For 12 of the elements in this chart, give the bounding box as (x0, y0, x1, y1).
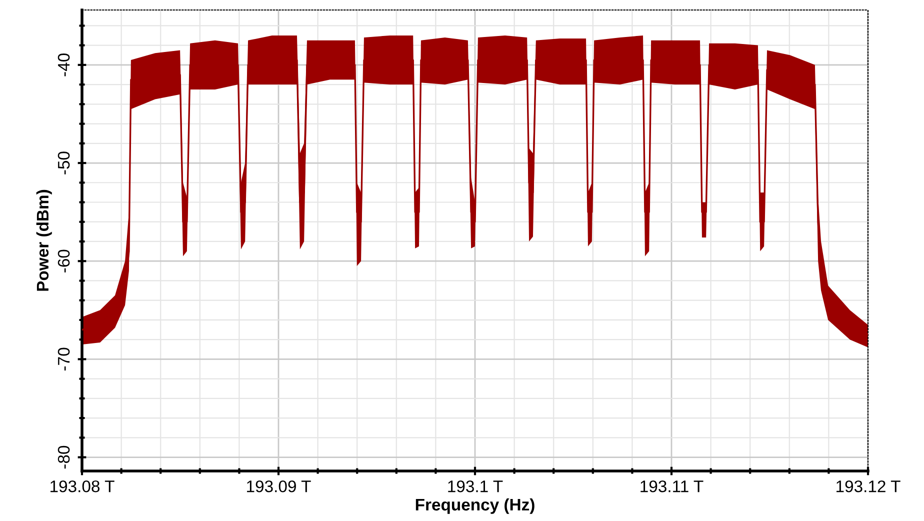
x-tick-label: 193.09 T (247, 480, 311, 492)
y-tick-label: -80 (58, 446, 70, 469)
x-tick-label: 193.11 T (640, 480, 704, 492)
x-tick-label: 193.1 T (448, 480, 503, 492)
y-tick-label: -40 (58, 54, 70, 76)
y-axis-title: Power (dBm) (36, 190, 52, 291)
y-tick-label: -50 (58, 152, 70, 174)
y-tick-label: -60 (58, 250, 70, 272)
x-tick-label: 193.12 T (836, 480, 900, 492)
x-tick-label: 193.08 T (50, 480, 114, 492)
x-axis-title: Frequency (Hz) (416, 498, 534, 514)
y-tick-label: -70 (58, 348, 70, 370)
